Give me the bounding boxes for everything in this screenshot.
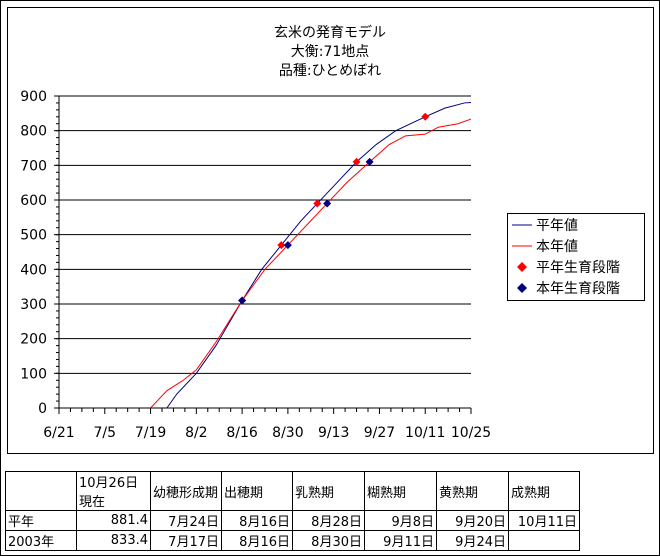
cell: 881.4	[76, 510, 151, 531]
x-tick-label: 6/21	[43, 425, 74, 441]
header-cell: 乳熟期	[292, 471, 365, 511]
cell: 10月11日	[508, 510, 580, 531]
x-tick-label: 9/27	[364, 425, 395, 441]
header-cell: 10月26日 現在	[76, 471, 151, 511]
x-tick-label: 9/13	[318, 425, 349, 441]
legend-item-avg-line: 平年値	[512, 218, 578, 234]
cell: 9月8日	[364, 510, 437, 531]
stage-marker	[313, 199, 322, 208]
stage-marker	[323, 199, 332, 208]
stage-marker	[365, 157, 374, 166]
stage-table: 10月26日 現在 幼穂形成期 出穂期 乳熟期 糊熟期 黄熟期 成熟期 平年 8…	[5, 471, 580, 551]
y-tick-label: 100	[20, 366, 47, 382]
x-tick-label: 8/30	[272, 425, 303, 441]
stage-marker	[238, 296, 247, 305]
row-label: 2003年	[5, 530, 77, 551]
y-tick-label: 800	[20, 124, 47, 140]
legend-item-this-year-stage: 本年生育段階	[508, 278, 644, 298]
cell: 8月30日	[292, 530, 365, 551]
y-tick-label: 300	[20, 297, 47, 313]
y-tick-label: 200	[20, 332, 47, 348]
series-line-平年値	[166, 101, 472, 409]
stage-marker	[277, 241, 286, 250]
y-tick-label: 400	[20, 262, 47, 278]
x-tick-label: 8/16	[226, 425, 258, 441]
cell: 8月16日	[221, 510, 293, 531]
x-tick-label: 7/5	[94, 425, 117, 441]
row-label: 平年	[5, 510, 77, 531]
legend-item-avg-stage: 平年生育段階	[508, 257, 644, 277]
legend-item-this-year-line: 本年値	[512, 239, 578, 255]
cell: 7月17日	[150, 530, 222, 551]
x-tick-label: 7/19	[135, 425, 166, 441]
cell	[508, 530, 580, 551]
header-cell: 出穂期	[221, 471, 293, 511]
table-header-row: 10月26日 現在 幼穂形成期 出穂期 乳熟期 糊熟期 黄熟期 成熟期	[5, 471, 580, 511]
series-line-本年値	[150, 118, 472, 409]
cell: 9月11日	[364, 530, 437, 551]
x-tick-label: 8/2	[185, 425, 208, 441]
chart-area	[7, 7, 654, 454]
x-tick-label: 10/25	[451, 425, 491, 441]
cell: 9月20日	[436, 510, 509, 531]
cell: 8月28日	[292, 510, 365, 531]
header-cell	[5, 471, 77, 511]
stage-marker	[283, 241, 292, 250]
cell: 8月16日	[221, 530, 293, 551]
header-cell: 黄熟期	[436, 471, 509, 511]
chart-title-2: 大衡:71地点	[290, 44, 370, 60]
x-tick-label: 10/11	[405, 425, 445, 441]
cell: 833.4	[76, 530, 151, 551]
chart-title-3: 品種:ひとめぼれ	[278, 63, 382, 79]
table-row: 平年 881.4 7月24日 8月16日 8月28日 9月8日 9月20日 10…	[5, 510, 580, 531]
table-row: 2003年 833.4 7月17日 8月16日 8月30日 9月11日 9月24…	[5, 530, 580, 551]
legend: 平年値 本年値 平年生育段階 本年生育段階	[507, 213, 645, 301]
plot: 0 100 200 300 400 500 600 700 800 900 6/21 7/5 7/19 8…	[20, 89, 491, 441]
y-tick-label: 500	[20, 228, 47, 244]
header-cell: 糊熟期	[364, 471, 437, 511]
y-tick-label: 0	[38, 401, 47, 417]
cell: 7月24日	[150, 510, 222, 531]
chart-title-1: 玄米の発育モデル	[274, 25, 386, 41]
header-cell: 幼穂形成期	[150, 471, 222, 511]
y-tick-label: 700	[20, 158, 47, 174]
y-tick-label: 600	[20, 193, 47, 209]
stage-marker	[421, 112, 430, 121]
y-tick-label: 900	[20, 89, 47, 105]
cell: 9月24日	[436, 530, 509, 551]
header-cell: 成熟期	[508, 471, 580, 511]
stage-marker	[352, 157, 361, 166]
